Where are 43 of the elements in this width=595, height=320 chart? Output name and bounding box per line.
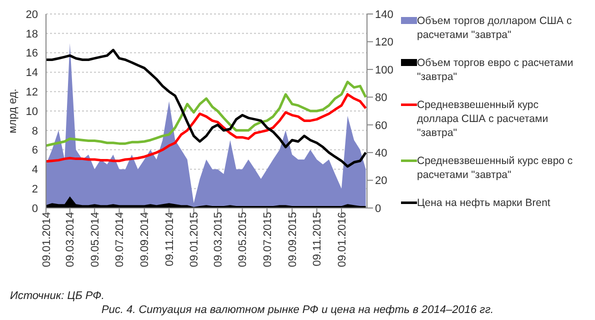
x-tick-label: 09.01.2015 (188, 212, 201, 268)
x-tick-label: 09.11.2014 (164, 212, 176, 266)
y2-tick-label: 60 (375, 120, 388, 132)
y2-tick-label: 100 (375, 64, 394, 76)
y-tick-label: 10 (26, 106, 38, 118)
y-tick-label: 16 (26, 48, 38, 60)
y-tick-label: 0 (32, 202, 38, 215)
x-tick-label: 09.07.2015 (262, 212, 274, 268)
legend-label: Цена на нефть марки Brent (417, 196, 550, 210)
x-tick-label: 09.03.2015 (212, 212, 224, 268)
y-tick-label: 12 (26, 86, 38, 99)
y-tick-label: 4 (32, 164, 38, 176)
x-tick-label: 09.01.2016 (336, 212, 348, 268)
x-tick-label: 09.09.2015 (286, 212, 299, 268)
y2-tick-label: 40 (375, 147, 388, 160)
line-series (46, 93, 367, 163)
y-tick-label: 8 (32, 125, 38, 138)
x-tick-label: 09.05.2015 (237, 212, 250, 268)
x-tick-label: 09.09.2014 (139, 212, 152, 268)
y2-tick-label: 80 (375, 92, 388, 104)
y2-tick-label: 140 (375, 8, 394, 21)
text: Рис. 4. Ситуация на валютном рынке РФ и цена на нефть в 2014–2016 гг. (100, 304, 495, 316)
x-tick-label: 09.07.2014 (114, 212, 126, 268)
x-tick-label: 09.05.2014 (89, 212, 102, 268)
line-series (46, 80, 367, 147)
y-tick-label: 6 (32, 144, 38, 157)
y-tick-label: 20 (26, 8, 38, 21)
legend-label: Средневзвешенный курс евро с расчетами "завтра" (417, 154, 574, 182)
y-tick-label: 2 (32, 184, 38, 196)
x-tick-label: 09.01.2014 (40, 212, 53, 268)
y2-tick-label: 0 (375, 202, 382, 215)
text: Источник: ЦБ РФ. (9, 290, 106, 302)
x-tick-label: 09.11.2015 (312, 212, 324, 266)
y-tick-label: 14 (26, 67, 38, 80)
x-tick-label: 09.03.2014 (64, 212, 77, 268)
y2-tick-label: 20 (375, 175, 388, 188)
legend-label: Средневзвешенный курс доллара США с расчетами "завтра" (417, 98, 550, 140)
y-tick-label: 18 (26, 28, 38, 40)
line-series (46, 48, 367, 168)
y-axis-title: млрд ед. (6, 88, 19, 134)
y2-tick-label: 120 (375, 36, 394, 49)
legend-label: Объем торгов евро с расчетами "завтра" (417, 56, 574, 84)
legend-label: Объем торгов долларом США с расчетами "завтра" (417, 14, 573, 42)
